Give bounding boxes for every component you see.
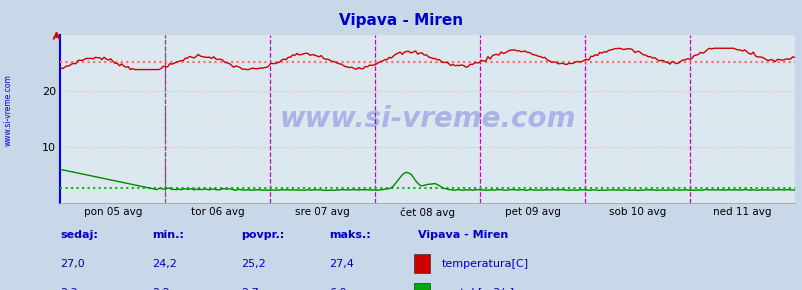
Text: www.si-vreme.com: www.si-vreme.com (279, 105, 575, 133)
Text: 24,2: 24,2 (152, 259, 177, 269)
Text: 6,0: 6,0 (329, 288, 346, 290)
Text: 2,2: 2,2 (152, 288, 170, 290)
Text: Vipava - Miren: Vipava - Miren (417, 230, 507, 240)
Text: 2,7: 2,7 (241, 288, 258, 290)
Text: sedaj:: sedaj: (60, 230, 98, 240)
Text: maks.:: maks.: (329, 230, 371, 240)
Text: 27,0: 27,0 (60, 259, 85, 269)
Text: pretok[m3/s]: pretok[m3/s] (441, 288, 513, 290)
Text: povpr.:: povpr.: (241, 230, 284, 240)
Text: Vipava - Miren: Vipava - Miren (339, 13, 463, 28)
Text: min.:: min.: (152, 230, 184, 240)
Text: www.si-vreme.com: www.si-vreme.com (3, 74, 13, 146)
Text: 25,2: 25,2 (241, 259, 265, 269)
Text: 2,3: 2,3 (60, 288, 78, 290)
Text: 27,4: 27,4 (329, 259, 354, 269)
Text: temperatura[C]: temperatura[C] (441, 259, 528, 269)
